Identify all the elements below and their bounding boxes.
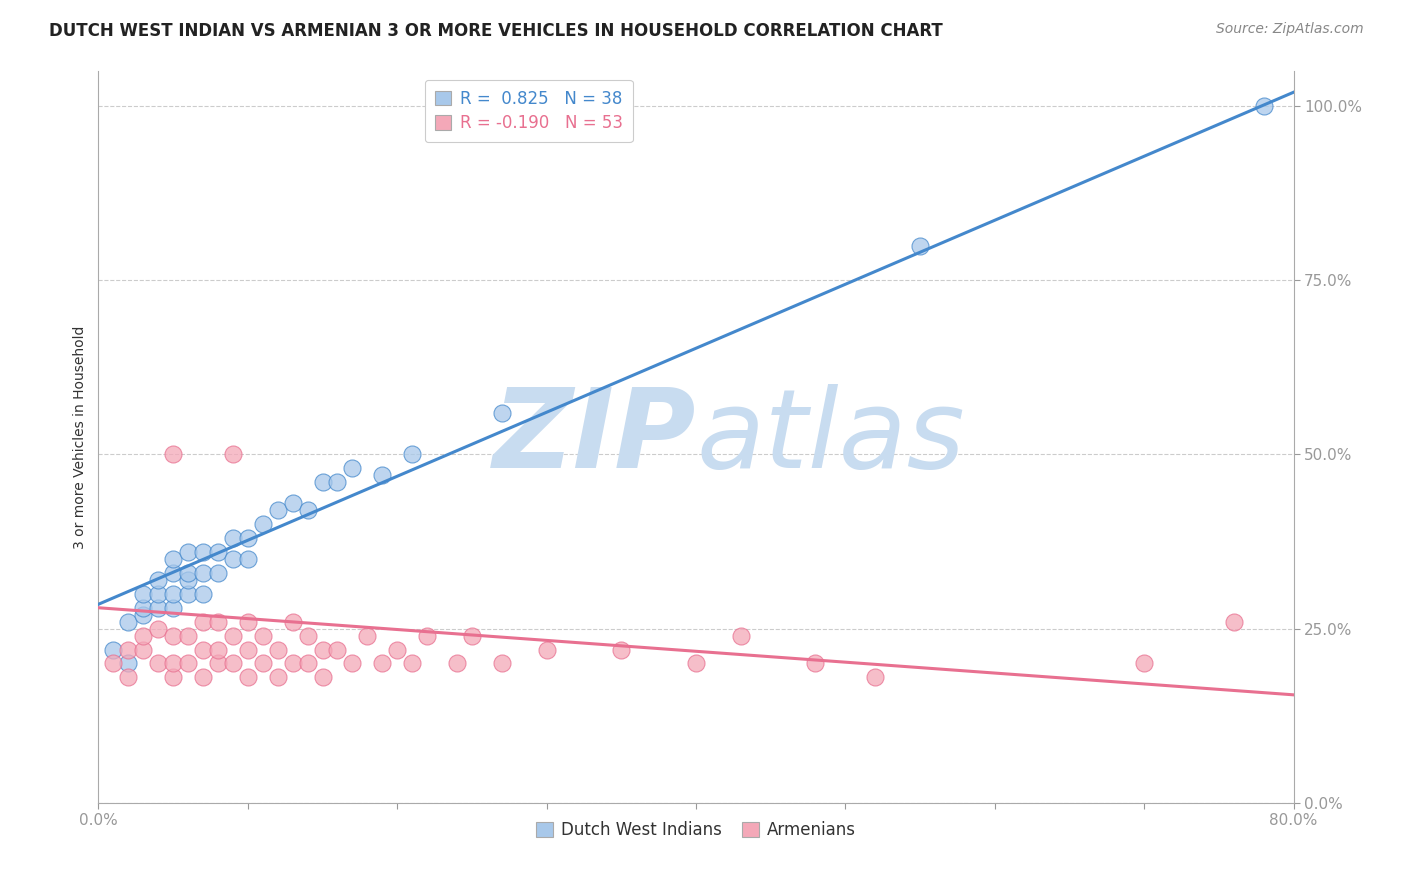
- Point: [281, 657, 304, 671]
- Point: [132, 600, 155, 615]
- Point: [267, 670, 290, 684]
- Point: [162, 552, 184, 566]
- Point: [461, 629, 484, 643]
- Point: [132, 607, 155, 622]
- Point: [685, 657, 707, 671]
- Point: [356, 629, 378, 643]
- Point: [311, 475, 333, 490]
- Point: [117, 615, 139, 629]
- Point: [1133, 657, 1156, 671]
- Point: [908, 238, 931, 252]
- Point: [207, 566, 229, 580]
- Point: [236, 552, 259, 566]
- Point: [491, 657, 513, 671]
- Point: [311, 642, 333, 657]
- Point: [148, 587, 170, 601]
- Point: [148, 622, 170, 636]
- Point: [191, 615, 214, 629]
- Y-axis label: 3 or more Vehicles in Household: 3 or more Vehicles in Household: [73, 326, 87, 549]
- Point: [222, 552, 245, 566]
- Point: [103, 657, 125, 671]
- Point: [132, 587, 155, 601]
- Point: [267, 642, 290, 657]
- Point: [326, 475, 349, 490]
- Point: [416, 629, 439, 643]
- Point: [342, 657, 364, 671]
- Point: [297, 629, 319, 643]
- Point: [385, 642, 409, 657]
- Point: [865, 670, 887, 684]
- Point: [162, 566, 184, 580]
- Point: [281, 615, 304, 629]
- Point: [311, 670, 333, 684]
- Point: [536, 642, 558, 657]
- Point: [207, 615, 229, 629]
- Point: [132, 629, 155, 643]
- Point: [297, 503, 319, 517]
- Point: [267, 503, 290, 517]
- Text: atlas: atlas: [696, 384, 965, 491]
- Point: [103, 642, 125, 657]
- Point: [401, 657, 423, 671]
- Point: [297, 657, 319, 671]
- Point: [222, 448, 245, 462]
- Point: [148, 573, 170, 587]
- Point: [117, 657, 139, 671]
- Point: [177, 657, 200, 671]
- Point: [162, 670, 184, 684]
- Point: [610, 642, 633, 657]
- Point: [252, 657, 274, 671]
- Legend: Dutch West Indians, Armenians: Dutch West Indians, Armenians: [530, 814, 862, 846]
- Point: [191, 566, 214, 580]
- Point: [222, 629, 245, 643]
- Point: [132, 642, 155, 657]
- Point: [326, 642, 349, 657]
- Point: [281, 496, 304, 510]
- Point: [207, 657, 229, 671]
- Point: [401, 448, 423, 462]
- Point: [491, 406, 513, 420]
- Point: [191, 545, 214, 559]
- Point: [252, 629, 274, 643]
- Point: [730, 629, 752, 643]
- Point: [191, 587, 214, 601]
- Point: [252, 517, 274, 532]
- Point: [162, 600, 184, 615]
- Text: DUTCH WEST INDIAN VS ARMENIAN 3 OR MORE VEHICLES IN HOUSEHOLD CORRELATION CHART: DUTCH WEST INDIAN VS ARMENIAN 3 OR MORE …: [49, 22, 943, 40]
- Point: [371, 657, 394, 671]
- Point: [207, 642, 229, 657]
- Point: [1223, 615, 1246, 629]
- Text: Source: ZipAtlas.com: Source: ZipAtlas.com: [1216, 22, 1364, 37]
- Point: [162, 587, 184, 601]
- Point: [191, 670, 214, 684]
- Point: [162, 448, 184, 462]
- Point: [117, 670, 139, 684]
- Point: [207, 545, 229, 559]
- Point: [191, 642, 214, 657]
- Point: [177, 629, 200, 643]
- Point: [1253, 99, 1275, 113]
- Point: [371, 468, 394, 483]
- Point: [236, 642, 259, 657]
- Point: [177, 545, 200, 559]
- Point: [446, 657, 468, 671]
- Point: [162, 629, 184, 643]
- Point: [117, 642, 139, 657]
- Point: [162, 657, 184, 671]
- Point: [236, 670, 259, 684]
- Point: [236, 615, 259, 629]
- Point: [148, 600, 170, 615]
- Point: [177, 566, 200, 580]
- Text: ZIP: ZIP: [492, 384, 696, 491]
- Point: [804, 657, 827, 671]
- Point: [236, 531, 259, 545]
- Point: [222, 657, 245, 671]
- Point: [222, 531, 245, 545]
- Point: [148, 657, 170, 671]
- Point: [177, 573, 200, 587]
- Point: [177, 587, 200, 601]
- Point: [342, 461, 364, 475]
